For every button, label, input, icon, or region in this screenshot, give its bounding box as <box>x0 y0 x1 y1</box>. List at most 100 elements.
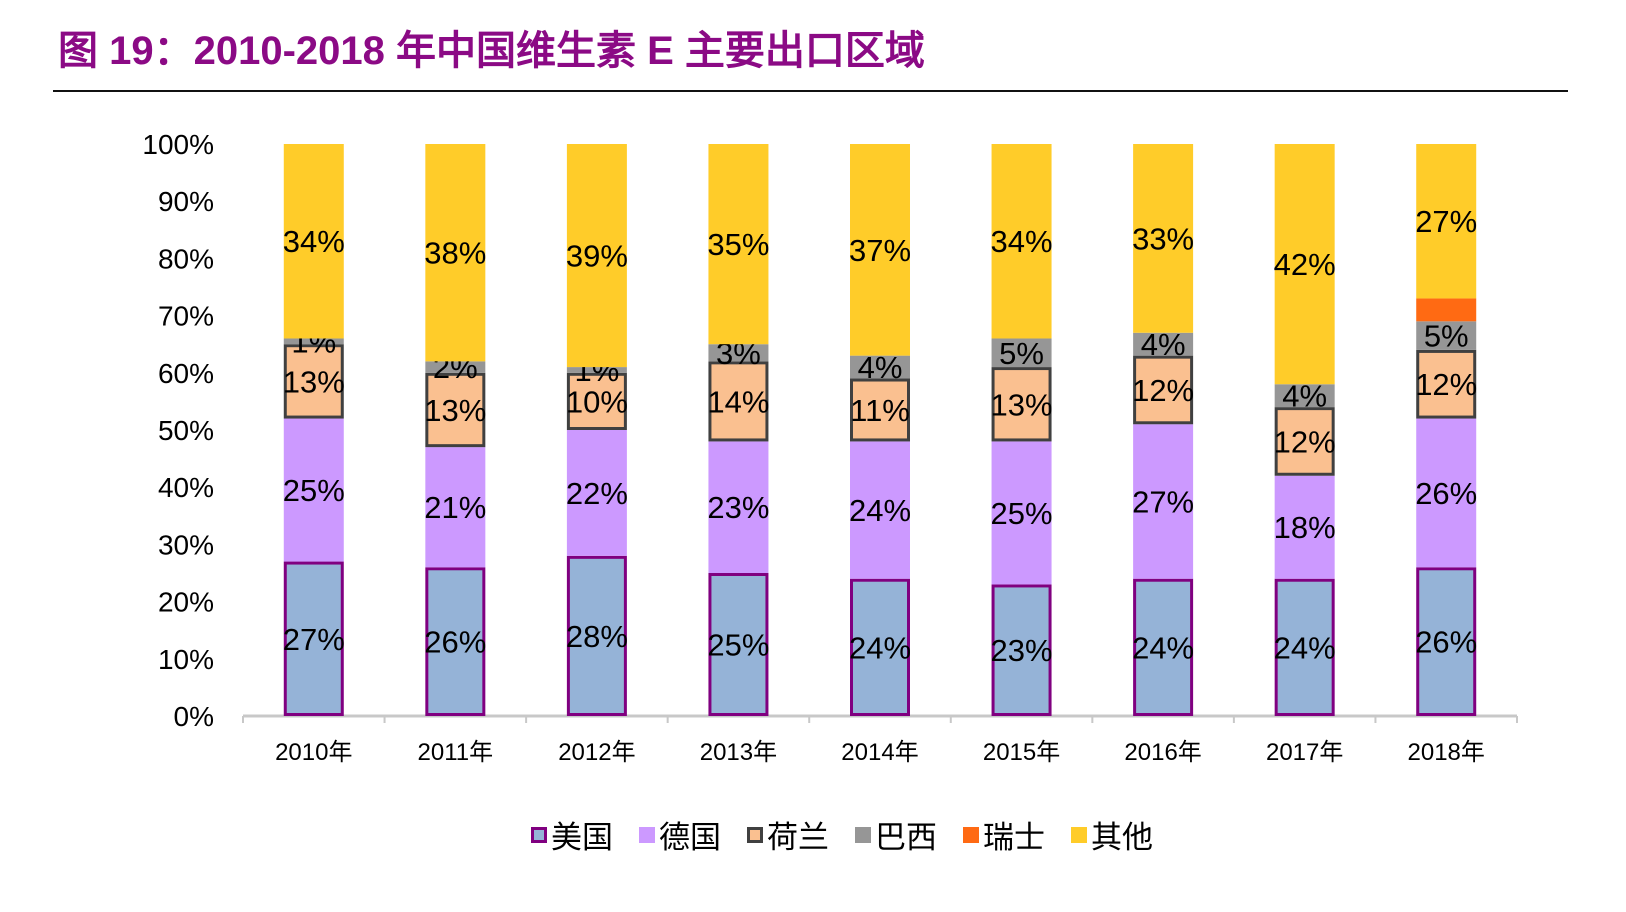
data-label: 37% <box>849 233 911 268</box>
legend-swatch <box>963 826 979 843</box>
y-tick-label: 60% <box>158 358 214 389</box>
bar-segment <box>1416 349 1477 419</box>
bar-segment <box>566 144 627 368</box>
data-label: 24% <box>1274 630 1336 665</box>
title-divider <box>53 90 1568 92</box>
chart-title: 图 19：2010-2018 年中国维生素 E 主要出口区域 <box>58 29 925 73</box>
y-tick-label: 100% <box>142 129 214 160</box>
data-label: 26% <box>1415 625 1477 660</box>
x-tick-label: 2011年 <box>418 739 494 766</box>
data-label: 24% <box>1132 630 1194 665</box>
data-label: 27% <box>1415 204 1477 239</box>
legend-label: 美国 <box>551 820 613 855</box>
legend-swatch <box>855 826 871 843</box>
bar-segment <box>425 361 486 373</box>
data-label: 26% <box>424 625 486 660</box>
bar-segment <box>1133 144 1194 333</box>
bar-segment <box>991 441 1052 585</box>
data-label: 34% <box>991 224 1053 259</box>
bar-segment <box>1416 321 1477 350</box>
data-label: 35% <box>707 227 769 262</box>
x-tick-label: 2016年 <box>1124 739 1201 766</box>
bar-segment <box>1416 567 1477 717</box>
bar-segment <box>283 561 344 716</box>
data-label: 22% <box>566 476 628 511</box>
data-label: 26% <box>1415 476 1477 511</box>
bar-segment <box>708 361 769 442</box>
bar-segment <box>1274 475 1335 579</box>
stacked-bar-chart: 0% 10% 20% 30% 40% 50% 60% 70% 80% 90% 100% 2010年 27… <box>142 129 1518 766</box>
bar-segment <box>850 378 910 442</box>
y-tick-label: 30% <box>158 529 214 560</box>
data-label: 12% <box>1132 373 1194 408</box>
bar-segment <box>425 447 486 568</box>
data-label: 13% <box>991 387 1053 422</box>
y-tick-label: 50% <box>158 415 214 446</box>
bar-segment <box>1416 144 1477 299</box>
data-label: 33% <box>1132 221 1194 256</box>
data-label: 5% <box>1424 319 1469 354</box>
data-label: 11% <box>850 393 910 428</box>
bar-segment <box>1133 355 1194 425</box>
data-label: 24% <box>849 630 911 665</box>
bar-segment <box>850 441 910 579</box>
bar-segment <box>991 584 1052 716</box>
data-label: 4% <box>1141 327 1186 362</box>
x-tick-label: 2010年 <box>275 739 352 766</box>
bar-segment <box>425 567 486 717</box>
bar-segment <box>566 367 627 373</box>
bar-segment <box>708 144 769 345</box>
bar-segment <box>1274 144 1335 385</box>
legend-item: 其他 <box>1071 812 1153 857</box>
bar-segment <box>850 578 910 716</box>
y-tick-label: 0% <box>174 701 214 732</box>
bar-segment <box>1133 424 1194 579</box>
legend-swatch <box>531 826 547 843</box>
data-label: 25% <box>991 496 1053 531</box>
bar-segment <box>850 355 910 379</box>
data-label: 5% <box>999 336 1044 371</box>
bar-segment <box>1133 332 1194 356</box>
legend-label: 德国 <box>659 820 721 855</box>
legend-item: 荷兰 <box>747 812 829 857</box>
bar-segment <box>1274 407 1335 476</box>
data-label: 13% <box>424 393 486 428</box>
x-tick-label: 2017年 <box>1266 739 1343 766</box>
data-label: 38% <box>424 236 486 271</box>
bar-segment <box>283 144 344 339</box>
y-tick-label: 20% <box>158 587 214 618</box>
data-label: 25% <box>283 473 345 508</box>
data-label: 14% <box>707 384 769 419</box>
data-label: 18% <box>1274 510 1336 545</box>
bar-segment <box>1274 384 1335 408</box>
legend-label: 荷兰 <box>767 820 829 855</box>
data-label: 12% <box>1415 367 1477 402</box>
bar-segment <box>708 573 769 716</box>
legend-item: 巴西 <box>855 812 937 857</box>
data-label: 13% <box>283 364 345 399</box>
legend-label: 瑞士 <box>983 820 1045 855</box>
bar-segment <box>566 372 627 430</box>
x-tick-label: 2015年 <box>983 739 1060 766</box>
data-label: 4% <box>1282 379 1327 414</box>
x-tick-label: 2014年 <box>841 739 918 766</box>
bar-segment <box>1416 298 1477 322</box>
legend: 美国 德国 荷兰 巴西 瑞士 其他 <box>0 812 1626 857</box>
bar-segment <box>708 441 769 573</box>
bar-segment <box>283 338 344 345</box>
y-tick-label: 90% <box>158 186 214 217</box>
data-label: 42% <box>1274 247 1336 282</box>
legend-label: 巴西 <box>875 820 937 855</box>
data-label: 28% <box>566 619 628 654</box>
y-tick-label: 80% <box>158 243 214 274</box>
data-label: 27% <box>283 622 345 657</box>
bar-segment <box>991 367 1052 442</box>
bar-segment <box>283 344 344 419</box>
legend-label: 其他 <box>1091 820 1153 855</box>
data-label: 10% <box>566 384 628 419</box>
y-tick-label: 40% <box>158 472 214 503</box>
legend-swatch <box>1071 826 1087 843</box>
bar-segment <box>991 144 1052 339</box>
y-tick-label: 70% <box>158 301 214 332</box>
data-label: 24% <box>849 493 911 528</box>
